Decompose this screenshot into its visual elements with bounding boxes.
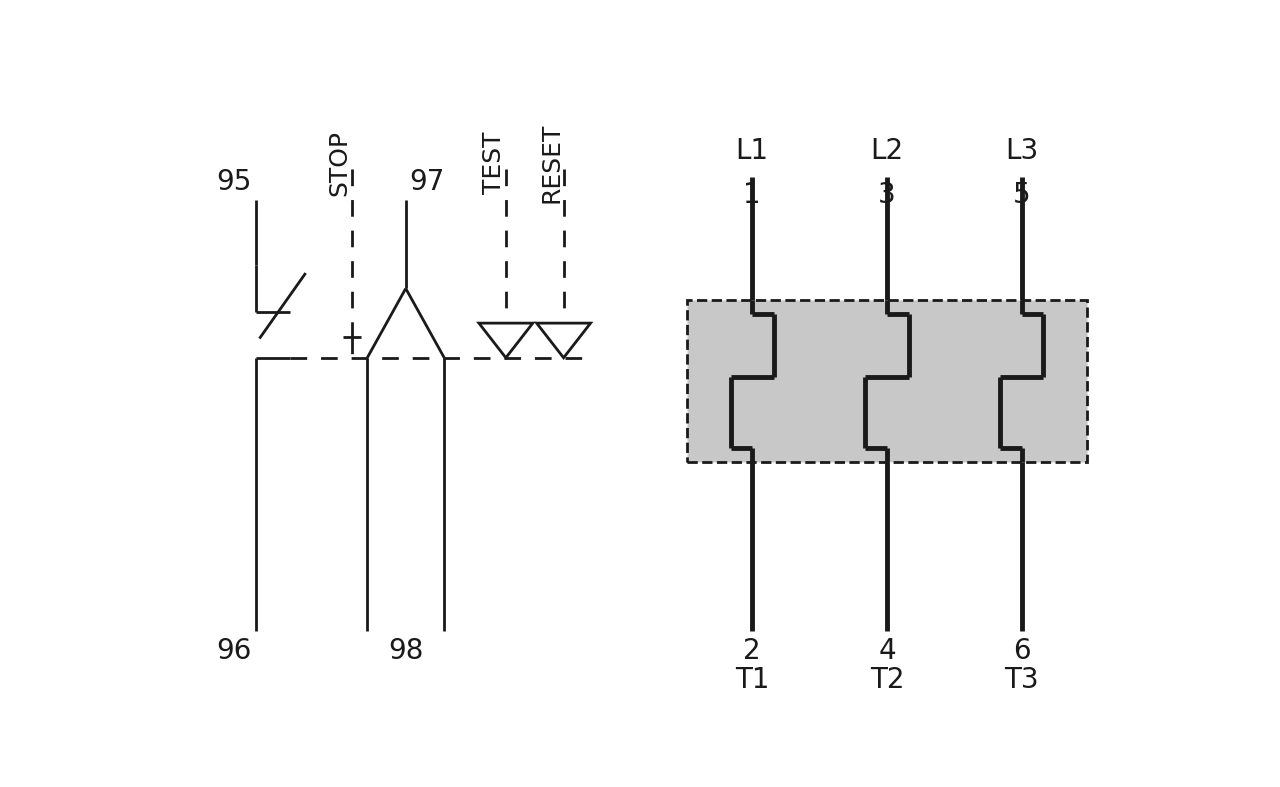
Text: T1: T1 <box>735 666 769 694</box>
Text: 95: 95 <box>216 168 252 196</box>
Text: STOP: STOP <box>328 130 352 196</box>
Text: 6: 6 <box>1012 637 1030 665</box>
Text: L1: L1 <box>736 137 769 165</box>
Text: 2: 2 <box>744 637 762 665</box>
Text: 4: 4 <box>878 637 896 665</box>
Text: 98: 98 <box>388 637 424 665</box>
Bar <box>687 300 1087 462</box>
Text: L3: L3 <box>1005 137 1038 165</box>
Text: 96: 96 <box>216 637 252 665</box>
Text: 1: 1 <box>744 181 762 209</box>
Text: 97: 97 <box>410 168 445 196</box>
Text: L2: L2 <box>870 137 904 165</box>
Text: TEST: TEST <box>481 131 506 194</box>
Text: 3: 3 <box>878 181 896 209</box>
Text: 5: 5 <box>1012 181 1030 209</box>
Text: T2: T2 <box>869 666 904 694</box>
Text: RESET: RESET <box>540 123 563 203</box>
Text: T3: T3 <box>1005 666 1039 694</box>
